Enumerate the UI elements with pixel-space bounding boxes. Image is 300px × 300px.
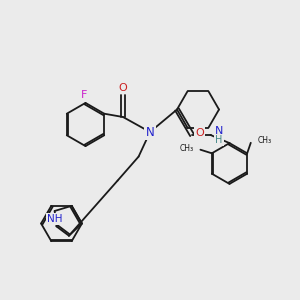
Text: N: N bbox=[146, 125, 154, 139]
Text: O: O bbox=[195, 128, 204, 139]
Text: F: F bbox=[81, 90, 87, 100]
Text: CH₃: CH₃ bbox=[180, 144, 194, 153]
Text: CH₃: CH₃ bbox=[257, 136, 272, 145]
Text: NH: NH bbox=[47, 214, 62, 224]
Text: O: O bbox=[118, 83, 127, 93]
Text: H: H bbox=[215, 135, 223, 146]
Text: N: N bbox=[215, 125, 223, 136]
